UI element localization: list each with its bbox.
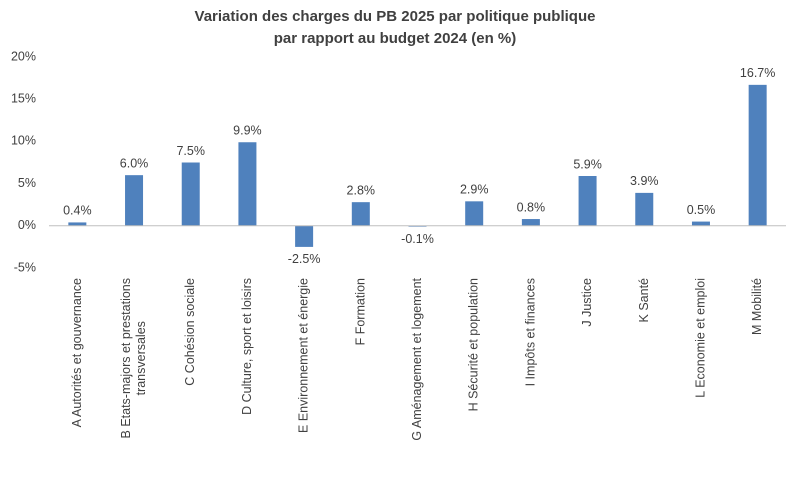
bar: [238, 142, 257, 226]
value-label: 3.9%: [630, 174, 659, 188]
x-tick-label: L Economie et emploi: [693, 278, 708, 398]
bar: [691, 221, 710, 226]
y-tick-label: 0%: [18, 218, 36, 232]
x-tick-label: C Cohésion sociale: [183, 278, 198, 386]
x-tick-label: H Sécurité et population: [466, 278, 481, 412]
value-label: 2.9%: [460, 183, 489, 197]
x-tick-label: I Impôts et finances: [523, 278, 538, 387]
y-tick-label: 5%: [18, 176, 36, 190]
bar: [125, 175, 144, 226]
y-tick-label: 15%: [11, 91, 36, 105]
bar: [181, 162, 200, 226]
x-tick-label: K Santé: [636, 278, 651, 323]
value-label: -2.5%: [288, 252, 321, 266]
x-tick-label: F Formation: [353, 278, 368, 346]
bar: [578, 176, 597, 226]
chart-title: Variation des charges du PB 2025 par pol…: [194, 8, 596, 47]
value-label: 0.4%: [63, 204, 92, 218]
x-tick-label: B Etats-majors et prestations transversa…: [119, 278, 149, 439]
bar: [68, 222, 87, 226]
value-label: 5.9%: [573, 157, 602, 171]
y-tick-label: -5%: [14, 260, 36, 274]
value-label: -0.1%: [401, 232, 434, 246]
x-tick-label: E Environnement et énergie: [296, 278, 311, 433]
value-label: 0.5%: [687, 203, 716, 217]
x-tick-label: J Justice: [580, 278, 595, 327]
value-label: 7.5%: [176, 144, 205, 158]
x-tick-label: D Culture, sport et loisirs: [239, 278, 254, 415]
bar: [351, 202, 370, 226]
bar: [465, 201, 484, 226]
x-tick-label: M Mobilité: [750, 278, 765, 335]
bar: [635, 192, 654, 226]
bar: [521, 219, 540, 226]
y-tick-label: 10%: [11, 134, 36, 148]
x-tick-label: G Aménagement et logement: [410, 278, 424, 441]
x-tick-label: A Autorités et gouvernance: [69, 278, 84, 428]
value-label: 0.8%: [517, 200, 546, 214]
value-label: 2.8%: [347, 183, 376, 197]
value-label: 6.0%: [120, 156, 149, 170]
bar: [748, 84, 767, 226]
value-label: 9.9%: [233, 124, 262, 138]
bar: [295, 225, 314, 247]
value-label: 16.7%: [740, 66, 775, 80]
y-tick-label: 20%: [11, 49, 36, 63]
